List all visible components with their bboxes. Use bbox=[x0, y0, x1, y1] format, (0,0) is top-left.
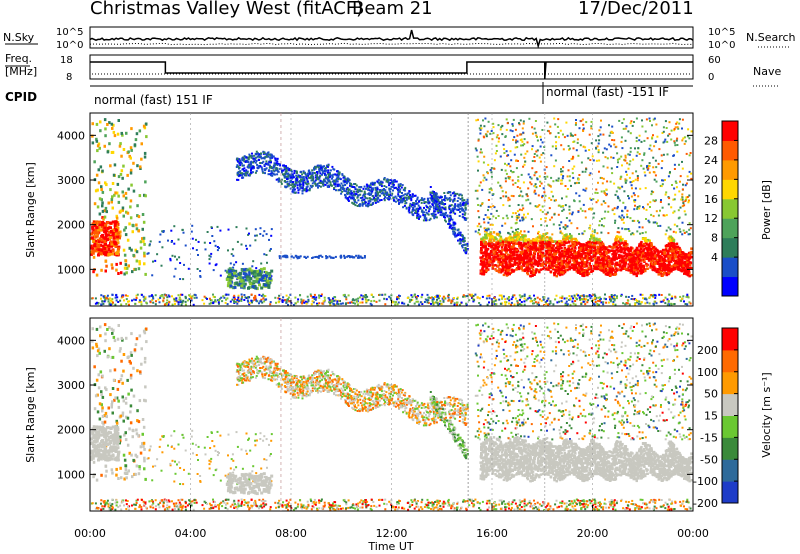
colorbar-tick: 100 bbox=[697, 366, 718, 379]
freq-tick-top: 18 bbox=[60, 55, 73, 66]
power-panel bbox=[89, 112, 694, 307]
noise-search-line bbox=[89, 42, 694, 46]
colorbar-tick: -200 bbox=[693, 497, 718, 510]
nsky-label: N.Sky bbox=[3, 31, 35, 44]
xtick-label: 04:00 bbox=[175, 527, 207, 540]
colorbar-tick: -15 bbox=[700, 431, 718, 444]
colorbar-tick: 12 bbox=[704, 212, 718, 225]
colorbar-tick: 16 bbox=[704, 193, 718, 206]
noise-tick-bottom-left: 10^0 bbox=[56, 40, 83, 51]
ytick-label: 4000 bbox=[57, 334, 85, 347]
velocity-gridlines bbox=[89, 318, 694, 511]
power-yticks: 4000 3000 2000 1000 bbox=[57, 129, 85, 276]
colorbar-tick: 15 bbox=[704, 410, 718, 423]
colorbar-tick: 200 bbox=[697, 344, 718, 357]
colorbar-swatch bbox=[722, 437, 738, 460]
beam-title: Beam 21 bbox=[352, 0, 433, 19]
power-colorbar-label: Power [dB] bbox=[760, 180, 773, 240]
x-axis-label: Time UT bbox=[367, 540, 413, 553]
velocity-scatter bbox=[90, 322, 693, 511]
freq-label-line2: [MHz] bbox=[5, 65, 37, 78]
colorbar-swatch bbox=[722, 371, 738, 395]
noise-sky-line bbox=[89, 29, 694, 49]
colorbar-swatch bbox=[722, 159, 738, 180]
colorbar-swatch bbox=[722, 140, 738, 161]
velocity-panel bbox=[89, 317, 694, 512]
colorbar-tick: 50 bbox=[704, 388, 718, 401]
colorbar-swatch bbox=[722, 459, 738, 482]
noise-tick-bottom-right: 10^0 bbox=[708, 40, 735, 51]
velocity-colorbar-label: Velocity [m s⁻¹] bbox=[760, 372, 773, 457]
colorbar-swatch bbox=[722, 328, 738, 351]
colorbar-swatch bbox=[722, 257, 738, 278]
colorbar-swatch bbox=[722, 237, 738, 258]
colorbar-swatch bbox=[722, 393, 738, 416]
colorbar-tick: -100 bbox=[693, 475, 718, 488]
freq-label-line1: Freq. bbox=[5, 52, 32, 65]
freq-panel bbox=[89, 54, 694, 80]
colorbar-swatch bbox=[722, 179, 738, 200]
velocity-ylabel: Slant Range [km] bbox=[24, 367, 37, 463]
colorbar-swatch bbox=[722, 481, 738, 504]
colorbar-tick: 8 bbox=[711, 232, 718, 245]
cpid-mode-2: normal (fast) -151 IF bbox=[546, 85, 669, 99]
colorbar-swatch bbox=[722, 276, 738, 297]
colorbar-tick: 28 bbox=[704, 134, 718, 147]
date-title: 17/Dec/2011 bbox=[578, 0, 694, 19]
ytick-label: 1000 bbox=[57, 263, 85, 276]
noise-panel bbox=[89, 26, 694, 49]
xtick-label: 00:00 bbox=[677, 527, 709, 540]
colorbar-tick: 20 bbox=[704, 173, 718, 186]
colorbar-swatch bbox=[722, 415, 738, 438]
ytick-label: 1000 bbox=[57, 468, 85, 481]
nave-label: Nave bbox=[753, 65, 781, 78]
freq-tick-bottom: 8 bbox=[66, 72, 72, 83]
velocity-colorbar: 200 100 50 15 -15 -50 -100 -200 bbox=[693, 327, 739, 510]
xtick-label: 12:00 bbox=[376, 527, 408, 540]
power-ylabel: Slant Range [km] bbox=[24, 162, 37, 258]
colorbar-swatch bbox=[722, 121, 738, 141]
colorbar-swatch bbox=[722, 349, 738, 373]
station-title: Christmas Valley West (fitACF) bbox=[90, 0, 363, 19]
xtick-label: 08:00 bbox=[275, 527, 307, 540]
x-axis-ticks: 00:00 04:00 08:00 12:00 16:00 20:00 00:00 bbox=[74, 527, 709, 540]
colorbar-swatch bbox=[722, 218, 738, 239]
nave-tick-bottom: 0 bbox=[708, 72, 714, 83]
cpid-label: CPID bbox=[5, 90, 37, 104]
ytick-label: 3000 bbox=[57, 174, 85, 187]
power-scatter bbox=[90, 117, 693, 306]
cpid-mode-1: normal (fast) 151 IF bbox=[94, 93, 213, 107]
colorbar-tick: 4 bbox=[711, 251, 718, 264]
power-colorbar: 28 24 20 16 12 8 4 bbox=[704, 120, 739, 297]
power-gridlines bbox=[89, 113, 694, 306]
ytick-label: 2000 bbox=[57, 219, 85, 232]
noise-tick-top-left: 10^5 bbox=[56, 27, 83, 38]
ytick-label: 4000 bbox=[57, 129, 85, 142]
ytick-label: 3000 bbox=[57, 379, 85, 392]
colorbar-tick: -50 bbox=[700, 453, 718, 466]
noise-tick-top-right: 10^5 bbox=[708, 27, 735, 38]
ytick-label: 2000 bbox=[57, 424, 85, 437]
xtick-label: 20:00 bbox=[577, 527, 609, 540]
nsearch-label: N.Search bbox=[746, 31, 796, 44]
xtick-label: 16:00 bbox=[476, 527, 508, 540]
xtick-label: 00:00 bbox=[74, 527, 106, 540]
velocity-yticks: 4000 3000 2000 1000 bbox=[57, 334, 85, 481]
colorbar-tick: 24 bbox=[704, 154, 718, 167]
nave-tick-top: 60 bbox=[708, 55, 721, 66]
freq-line bbox=[90, 61, 693, 80]
colorbar-swatch bbox=[722, 198, 738, 219]
